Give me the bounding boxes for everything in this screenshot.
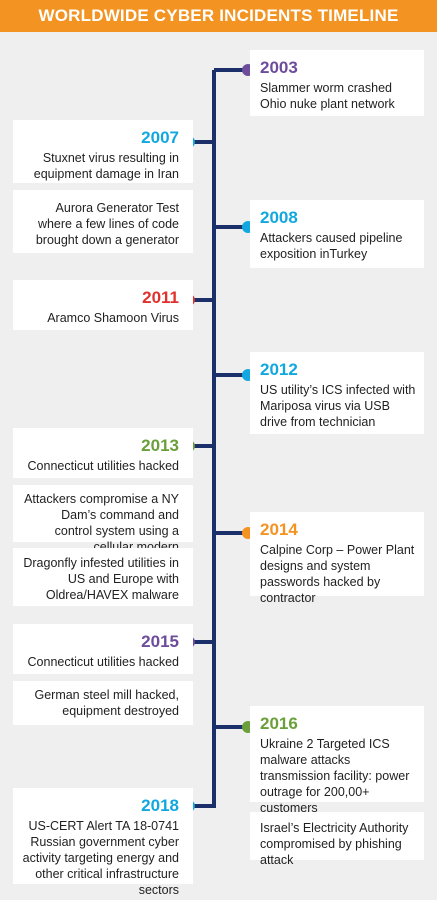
event-text: Connecticut utilities hacked <box>27 655 179 669</box>
event-card-2016: 2016 Ukraine 2 Targeted ICS malware atta… <box>250 706 424 815</box>
event-text: Ukraine 2 Targeted ICS malware attacks t… <box>260 737 410 815</box>
connector-2008 <box>214 225 246 229</box>
connector-2018 <box>188 804 214 808</box>
connector-2011 <box>188 298 214 302</box>
connector-2014 <box>214 531 246 535</box>
event-card-2013: 2013 Connecticut utilities hacked <box>13 428 193 478</box>
connector-2015 <box>188 640 214 644</box>
timeline-spine <box>212 70 216 808</box>
event-year: 2003 <box>260 58 298 77</box>
event-year: 2008 <box>260 208 298 227</box>
connector-2013 <box>188 444 214 448</box>
event-year: 2007 <box>141 128 179 147</box>
event-text: Attackers caused pipeline exposition inT… <box>260 231 403 261</box>
event-card-2014: 2014 Calpine Corp – Power Plant designs … <box>250 512 424 605</box>
timeline-title: WORLDWIDE CYBER INCIDENTS TIMELINE <box>0 0 437 32</box>
event-text: Calpine Corp – Power Plant designs and s… <box>260 543 415 605</box>
event-text: Aurora Generator Test where a few lines … <box>35 201 179 247</box>
event-card-steel-mill: German steel mill hacked, equipment dest… <box>13 681 193 725</box>
event-card-dragonfly: Dragonfly infested utilities in US and E… <box>13 548 193 606</box>
event-text: US utility’s ICS infected with Mariposa … <box>260 383 416 429</box>
event-card-2015: 2015 Connecticut utilities hacked <box>13 624 193 674</box>
event-text: US-CERT Alert TA 18-0741 Russian governm… <box>22 819 179 897</box>
event-year: 2014 <box>260 520 298 539</box>
connector-2003 <box>214 68 246 72</box>
event-text: Israel’s Electricity Authority compromis… <box>260 821 409 867</box>
event-card-2012: 2012 US utility’s ICS infected with Mari… <box>250 352 424 434</box>
event-year: 2016 <box>260 714 298 733</box>
event-year: 2015 <box>141 632 179 651</box>
event-card-ny-dam: Attackers compromise a NY Dam’s command … <box>13 485 193 554</box>
event-text: German steel mill hacked, equipment dest… <box>34 688 179 718</box>
event-text: Slammer worm crashed Ohio nuke plant net… <box>260 81 395 111</box>
event-card-2003: 2003 Slammer worm crashed Ohio nuke plan… <box>250 50 424 116</box>
event-text: Dragonfly infested utilities in US and E… <box>23 556 179 602</box>
connector-2012 <box>214 373 246 377</box>
event-text: Aramco Shamoon Virus <box>47 311 179 325</box>
event-text: Stuxnet virus resulting in equipment dam… <box>33 151 179 181</box>
event-card-2008: 2008 Attackers caused pipeline expositio… <box>250 200 424 268</box>
event-year: 2018 <box>141 796 179 815</box>
event-card-2007: 2007 Stuxnet virus resulting in equipmen… <box>13 120 193 183</box>
connector-2007 <box>188 140 214 144</box>
event-card-2018: 2018 US-CERT Alert TA 18-0741 Russian go… <box>13 788 193 897</box>
event-text: Attackers compromise a NY Dam’s command … <box>24 492 179 554</box>
event-card-aurora: Aurora Generator Test where a few lines … <box>13 190 193 253</box>
event-year: 2013 <box>141 436 179 455</box>
event-year: 2012 <box>260 360 298 379</box>
event-card-israel: Israel’s Electricity Authority compromis… <box>250 812 424 867</box>
event-year: 2011 <box>142 288 179 307</box>
connector-2016 <box>214 725 246 729</box>
event-card-2011: 2011 Aramco Shamoon Virus <box>13 280 193 330</box>
event-text: Connecticut utilities hacked <box>27 459 179 473</box>
